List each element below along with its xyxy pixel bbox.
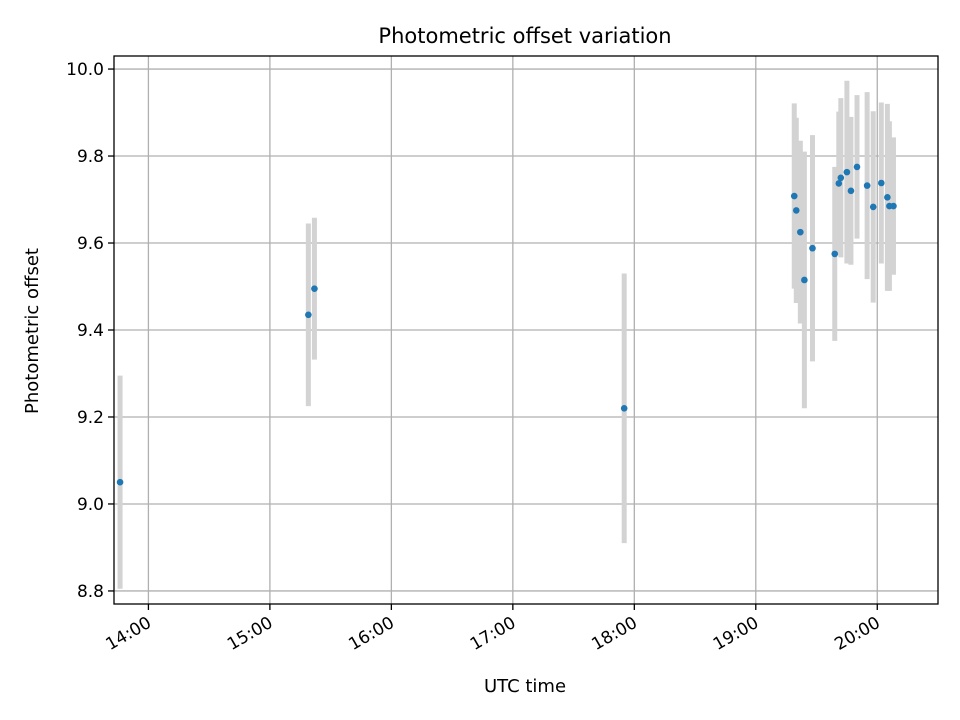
y-axis-ticks: 8.8 9.0 9.2 9.4 9.6 9.8 10.0 — [66, 60, 114, 602]
x-tick-label: 20:00 — [831, 613, 883, 655]
chart-title: Photometric offset variation — [378, 24, 671, 48]
data-point — [837, 174, 845, 182]
data-point — [890, 202, 897, 210]
data-point — [853, 163, 861, 171]
data-point — [847, 187, 855, 195]
data-point — [801, 276, 808, 284]
data-point — [869, 203, 877, 211]
x-tick-label: 16:00 — [345, 613, 397, 655]
y-tick-label: 9.0 — [77, 495, 104, 515]
data-point — [878, 179, 885, 187]
x-tick-label: 18:00 — [588, 613, 640, 655]
y-tick-label: 9.2 — [77, 408, 104, 428]
x-tick-label: 14:00 — [102, 613, 154, 655]
y-tick-label: 9.8 — [77, 147, 104, 167]
data-point — [809, 244, 816, 252]
y-axis-label: Photometric offset — [22, 248, 43, 414]
data-point — [620, 404, 628, 412]
data-point — [843, 168, 851, 176]
y-tick-label: 8.8 — [77, 582, 104, 602]
error-bars — [117, 80, 896, 589]
data-point — [863, 182, 871, 189]
y-tick-label: 10.0 — [66, 60, 104, 80]
x-tick-label: 17:00 — [467, 613, 519, 655]
data-point — [831, 250, 839, 258]
data-point — [790, 192, 798, 200]
data-point — [311, 285, 318, 292]
x-tick-label: 15:00 — [224, 613, 276, 655]
data-point — [792, 207, 800, 214]
x-axis-label: UTC time — [484, 676, 566, 697]
x-axis-ticks: 14:00 15:00 16:00 17:00 18:00 19:00 20:00 — [102, 604, 884, 655]
data-point — [797, 228, 804, 236]
data-point — [116, 478, 124, 486]
data-points — [116, 163, 897, 486]
data-point — [884, 194, 891, 201]
x-tick-label: 19:00 — [710, 613, 762, 655]
y-tick-label: 9.4 — [77, 321, 104, 341]
data-point — [305, 311, 312, 319]
y-tick-label: 9.6 — [77, 234, 104, 254]
data-point — [835, 180, 843, 187]
